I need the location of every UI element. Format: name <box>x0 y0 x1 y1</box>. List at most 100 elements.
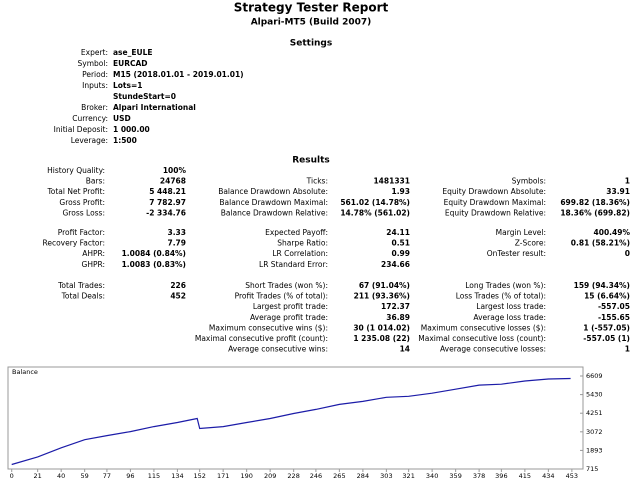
result-label: Total Trades: <box>57 281 105 290</box>
x-tick-label: 59 <box>81 472 89 480</box>
settings-label: Initial Deposit: <box>54 125 108 134</box>
result-value: 1481331 <box>373 177 410 186</box>
result-value: 159 (94.34%) <box>574 281 630 290</box>
settings-label: Symbol: <box>78 59 108 68</box>
result-value: 36.89 <box>386 313 410 322</box>
result-value: 14.78% (561.02) <box>340 208 410 217</box>
result-label: Total Deals: <box>61 292 105 301</box>
settings-value: StundeStart=0 <box>113 92 176 101</box>
result-value: 1 <box>625 345 630 354</box>
result-value: 1.0084 (0.84%) <box>122 249 186 258</box>
result-value: 7 782.97 <box>149 198 186 207</box>
y-tick-label: 6609 <box>586 372 603 380</box>
x-tick-label: 40 <box>57 472 65 480</box>
settings-value: 1 000.00 <box>113 125 150 134</box>
result-value: 3.33 <box>167 228 186 237</box>
x-tick-label: 228 <box>287 472 299 480</box>
x-tick-label: 21 <box>34 472 42 480</box>
x-tick-label: 321 <box>402 472 414 480</box>
x-tick-label: 265 <box>333 472 345 480</box>
result-value: 0.81 (58.21%) <box>571 239 630 248</box>
result-value: 67 (91.04%) <box>359 281 410 290</box>
settings-label: Expert: <box>81 48 108 57</box>
settings-value: Alpari International <box>113 103 196 112</box>
chart-title: Balance <box>12 368 38 376</box>
result-value: 5 448.21 <box>149 187 186 196</box>
result-label: Maximal consecutive profit (count): <box>195 334 328 343</box>
result-value: -2 334.76 <box>146 208 186 217</box>
settings-label: Leverage: <box>71 136 108 145</box>
x-tick-label: 171 <box>217 472 229 480</box>
result-label: Maximum consecutive losses ($): <box>421 323 546 332</box>
result-value: 24.11 <box>386 228 410 237</box>
y-tick-label: 3072 <box>586 428 603 436</box>
x-tick-label: 77 <box>103 472 111 480</box>
balance-line <box>11 377 571 466</box>
result-label: Average profit trade: <box>250 313 328 322</box>
result-value: 0 <box>625 249 630 258</box>
result-label: Balance Drawdown Relative: <box>221 208 328 217</box>
x-tick-label: 115 <box>148 472 160 480</box>
x-tick-label: 152 <box>193 472 205 480</box>
result-value: 14 <box>400 345 410 354</box>
settings-label: Broker: <box>81 103 108 112</box>
result-label: Long Trades (won %): <box>465 281 546 290</box>
y-tick-label: 5430 <box>586 391 603 399</box>
y-tick-label: 4251 <box>586 409 603 417</box>
y-tick-label: 1893 <box>586 446 603 454</box>
result-label: Symbols: <box>512 177 546 186</box>
result-label: Total Net Profit: <box>46 187 105 196</box>
x-tick-label: 246 <box>310 472 322 480</box>
x-tick-label: 284 <box>357 472 369 480</box>
settings-value: ase_EULE <box>113 48 152 57</box>
settings-value: USD <box>113 114 131 123</box>
result-label: Maximum consecutive wins ($): <box>209 323 328 332</box>
result-label: Bars: <box>86 177 105 186</box>
result-label: Average loss trade: <box>473 313 546 322</box>
result-label: Largest loss trade: <box>476 302 546 311</box>
result-value: -557.05 <box>598 302 630 311</box>
settings-label: Currency: <box>72 114 108 123</box>
result-value: 234.66 <box>381 260 410 269</box>
report-subtitle: Alpari-MT5 (Build 2007) <box>251 18 372 28</box>
result-value: 30 (1 014.02) <box>353 323 410 332</box>
x-tick-label: 340 <box>426 472 438 480</box>
result-value: 0.51 <box>391 239 410 248</box>
x-tick-label: 0 <box>10 472 14 480</box>
x-tick-label: 453 <box>566 472 578 480</box>
result-value: 7.79 <box>167 239 186 248</box>
result-value: 452 <box>170 292 186 301</box>
result-value: 699.82 (18.36%) <box>560 198 630 207</box>
result-label: Gross Loss: <box>63 208 106 217</box>
report-title: Strategy Tester Report <box>234 1 389 15</box>
result-label: Average consecutive wins: <box>228 345 328 354</box>
result-value: 211 (93.36%) <box>354 292 410 301</box>
result-label: LR Standard Error: <box>259 260 328 269</box>
result-label: AHPR: <box>82 249 105 258</box>
result-label: Largest profit trade: <box>253 302 328 311</box>
result-label: Profit Factor: <box>58 228 105 237</box>
settings-value: 1:500 <box>113 136 137 145</box>
result-label: LR Correlation: <box>272 249 328 258</box>
result-value: 172.37 <box>381 302 410 311</box>
result-label: Expected Payoff: <box>265 228 328 237</box>
result-label: Loss Trades (% of total): <box>456 292 546 301</box>
results-heading: Results <box>292 156 330 166</box>
result-label: Profit Trades (% of total): <box>235 292 328 301</box>
result-value: -155.65 <box>598 313 630 322</box>
result-label: Short Trades (won %): <box>245 281 328 290</box>
x-tick-label: 359 <box>449 472 461 480</box>
result-label: Sharpe Ratio: <box>277 239 328 248</box>
settings-label: Period: <box>82 70 108 79</box>
result-value: 15 (6.64%) <box>584 292 630 301</box>
result-label: Margin Level: <box>496 228 546 237</box>
x-tick-label: 209 <box>264 472 276 480</box>
result-label: History Quality: <box>47 166 105 175</box>
result-value: 1 235.08 (22) <box>353 334 410 343</box>
settings-value: Lots=1 <box>113 81 142 90</box>
result-value: 1.0083 (0.83%) <box>122 260 186 269</box>
result-value: 18.36% (699.82) <box>560 208 630 217</box>
result-value: 0.99 <box>391 249 410 258</box>
